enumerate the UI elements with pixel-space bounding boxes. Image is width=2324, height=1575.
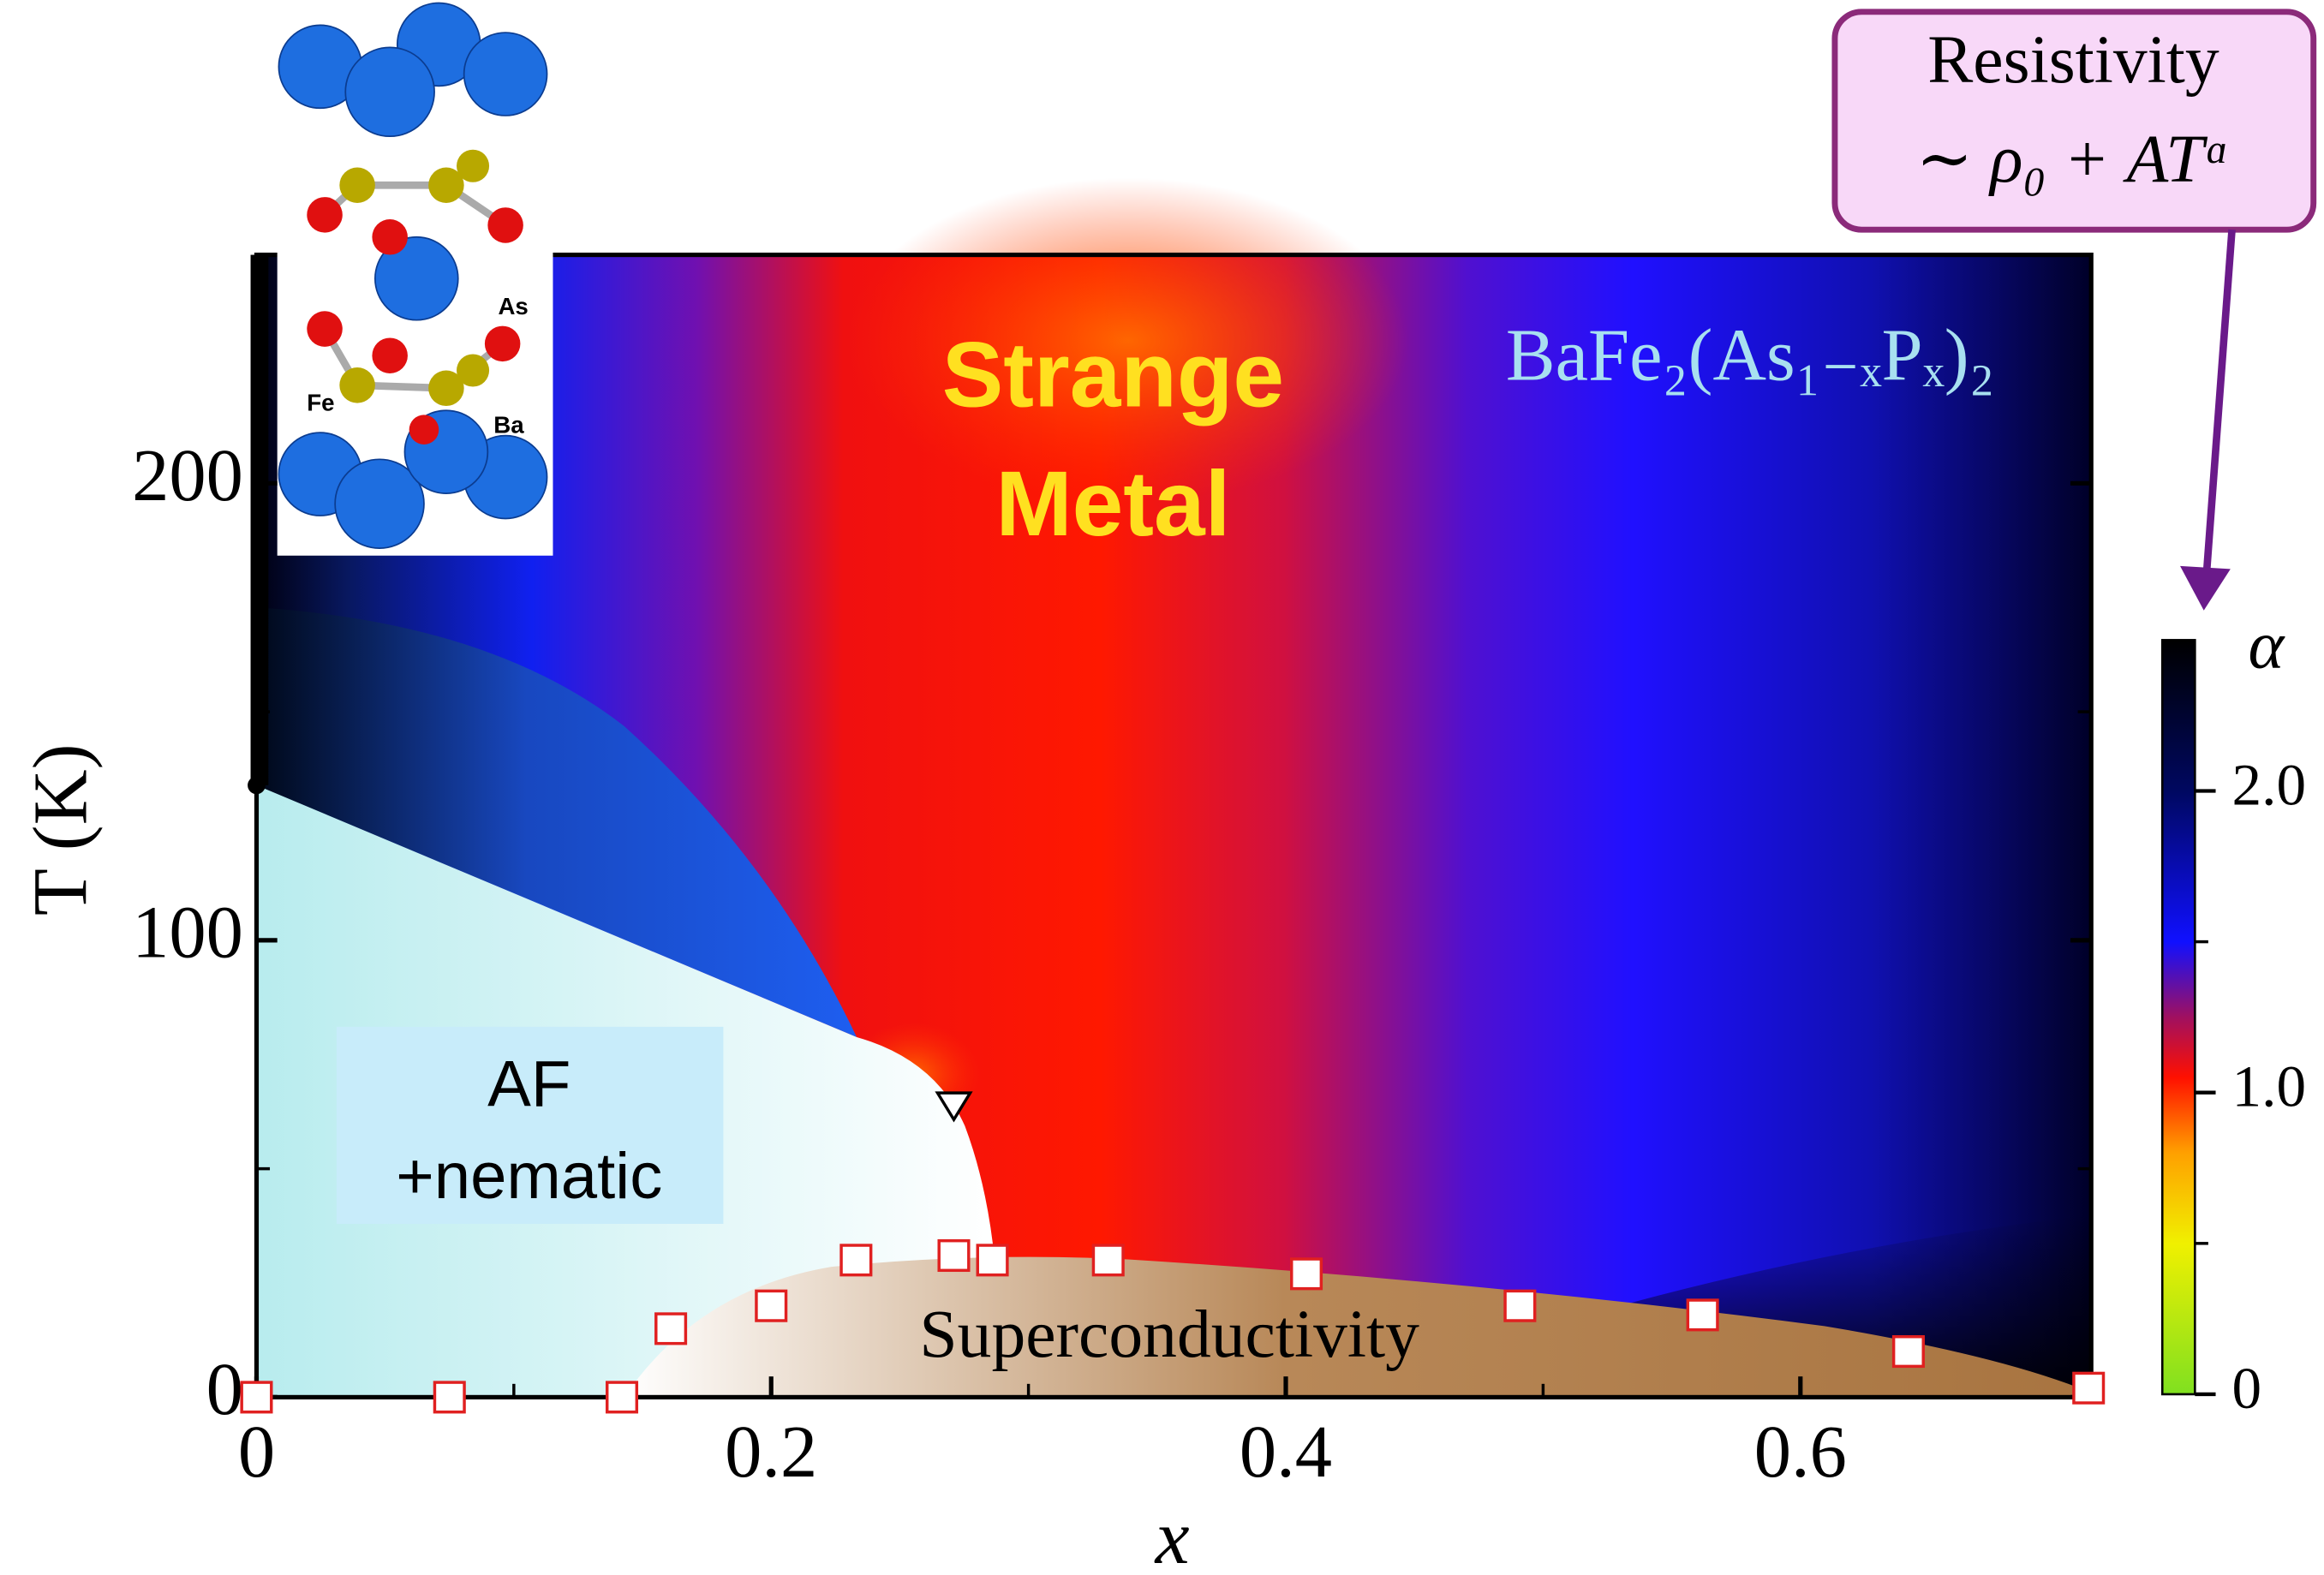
data-point (1503, 1289, 1537, 1322)
region-label: AF (487, 1048, 571, 1121)
formula: BaFe₂(As₁₋ₓPₓ)₂ (1506, 314, 1995, 397)
inset-label: As (498, 293, 528, 319)
region-label: Metal (995, 452, 1230, 555)
triangle-point (935, 1091, 973, 1123)
y-axis-label: T (K) (18, 743, 103, 916)
crystal-inset: As Fe Ba (277, 0, 553, 556)
data-point (433, 1381, 466, 1414)
x-tick-label: 0.4 (1240, 1411, 1332, 1493)
callout-arrow (2202, 229, 2236, 571)
colorbar-tick-label: 1.0 (2232, 1053, 2306, 1119)
callout-text: Resistivity (1927, 22, 2219, 98)
data-point (605, 1381, 639, 1414)
x-axis-label: x (1154, 1495, 1190, 1575)
data-point (1686, 1298, 1719, 1332)
data-point (839, 1244, 873, 1277)
region-label: Superconductivity (919, 1297, 1419, 1372)
data-point (1891, 1335, 1925, 1369)
data-point (1290, 1257, 1323, 1291)
data-point (976, 1244, 1009, 1277)
inset-label: Ba (493, 412, 524, 438)
sc-dome (624, 1256, 2092, 1398)
colorbar (2160, 639, 2196, 1396)
colorbar-tick-label: 2.0 (2232, 751, 2306, 817)
data-point (755, 1289, 788, 1322)
data-point (937, 1238, 971, 1273)
heat-blob (846, 177, 1410, 504)
af-box (336, 1026, 724, 1224)
af-lobe (256, 607, 857, 1038)
data-point (240, 1381, 273, 1414)
plot-frame (254, 252, 2094, 1399)
data-point (654, 1312, 688, 1345)
axis-bar (250, 254, 269, 785)
x-tick-label: 0.2 (725, 1411, 817, 1493)
data-point (1091, 1244, 1125, 1277)
y-tick-label: 200 (132, 434, 243, 516)
callout-text: ∼ ρ₀ + ATᵅ (1916, 122, 2231, 197)
x-tick-label: 0.6 (1754, 1411, 1847, 1493)
y-tick-label: 100 (132, 892, 243, 974)
inset-label: Fe (307, 390, 334, 416)
region-label: +nematic (396, 1140, 662, 1213)
callout-box (1831, 9, 2317, 233)
callout-arrowhead (2180, 565, 2231, 611)
colorbar-label: α (2248, 607, 2285, 683)
region-label: Strange (942, 324, 1284, 427)
x-tick-label: 0 (238, 1411, 275, 1493)
colorbar-tick-label: 0 (2232, 1355, 2262, 1421)
data-point (2072, 1371, 2106, 1405)
y-tick-label: 0 (206, 1348, 243, 1430)
